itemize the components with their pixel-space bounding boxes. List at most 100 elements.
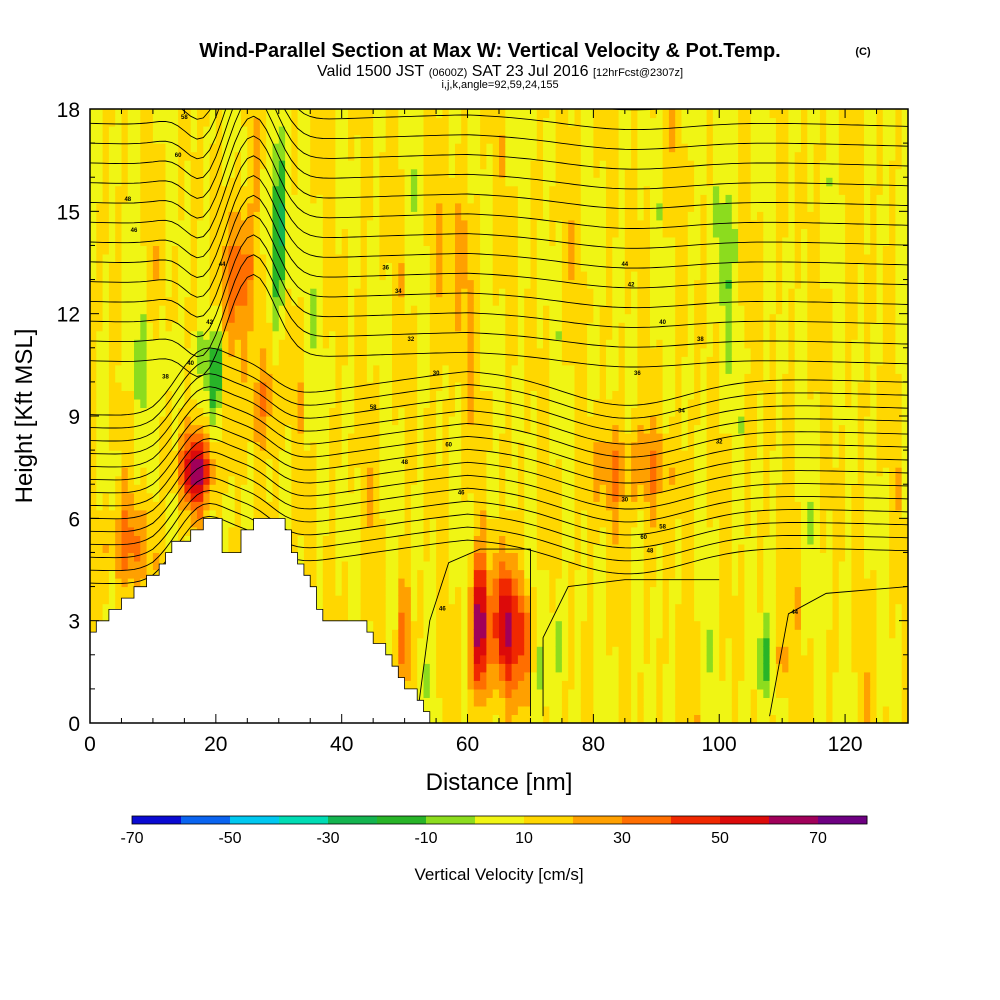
field-cell [266,509,274,519]
field-cell [492,424,500,434]
field-cell [297,271,305,281]
field-cell [297,219,305,229]
field-cell [297,296,305,306]
field-cell [197,407,204,417]
field-cell [121,202,129,212]
field-cell [322,330,330,340]
field-cell [310,236,318,246]
field-cell [335,168,343,178]
field-cell [303,160,311,170]
field-cell [341,433,349,443]
field-cell [505,697,513,707]
field-cell [278,373,286,383]
field-cell [417,245,425,255]
field-cell [354,424,362,434]
field-cell [190,433,198,443]
field-cell [373,484,381,494]
field-cell [442,578,450,588]
field-cell [190,390,198,400]
field-cell [392,646,399,656]
field-cell [253,271,261,281]
field-cell [398,219,406,229]
field-cell [335,296,343,306]
field-cell [517,390,525,400]
field-cell [461,475,469,485]
field-cell [234,168,242,178]
field-cell [241,305,248,315]
field-cell [517,561,525,571]
field-cell [505,211,513,221]
field-cell [423,347,431,357]
field-cell [184,219,192,229]
field-cell [159,151,167,161]
field-cell [524,671,532,681]
field-cell [310,364,318,374]
field-cell [473,194,481,204]
field-cell [455,688,462,698]
field-cell [115,603,123,613]
field-cell [429,134,437,144]
field-cell [417,595,425,605]
field-cell [517,509,525,519]
field-cell [197,134,204,144]
field-cell [259,236,267,246]
field-cell [455,126,462,136]
field-cell [102,416,110,426]
field-cell [285,450,292,460]
field-cell [480,552,487,562]
field-cell [486,228,494,238]
field-cell [354,262,362,272]
field-cell [329,296,336,306]
field-cell [473,595,481,605]
velocity-field [90,109,908,723]
field-cell [253,424,261,434]
field-cell [517,416,525,426]
field-cell [429,185,437,195]
field-cell [492,398,500,408]
field-cell [423,339,431,349]
field-cell [108,561,116,571]
field-cell [366,492,374,502]
field-cell [423,330,431,340]
field-cell [410,484,418,494]
field-cell [480,671,487,681]
field-cell [259,296,267,306]
field-cell [108,330,116,340]
field-cell [442,364,450,374]
field-cell [228,109,236,119]
field-cell [247,177,255,187]
field-cell [316,143,324,153]
field-cell [480,364,487,374]
field-cell [96,228,104,238]
field-cell [90,262,97,272]
field-cell [517,578,525,588]
field-cell [165,288,173,298]
field-cell [423,586,431,596]
field-cell [102,586,110,596]
field-cell [159,424,167,434]
field-cell [247,424,255,434]
field-cell [259,177,267,187]
field-cell [266,288,274,298]
field-cell [203,398,211,408]
field-cell [96,177,104,187]
field-cell [322,211,330,221]
field-cell [316,578,324,588]
field-cell [184,160,192,170]
field-cell [303,450,311,460]
field-cell [335,433,343,443]
field-cell [96,612,104,622]
field-cell [499,595,506,605]
field-cell [499,475,506,485]
field-cell [102,185,110,195]
field-cell [480,526,487,536]
field-cell [473,109,481,119]
field-cell [108,586,116,596]
field-cell [473,475,481,485]
field-cell [448,356,456,366]
field-cell [348,262,355,272]
field-cell [385,168,393,178]
field-cell [492,109,500,119]
field-cell [436,458,443,468]
field-cell [442,279,450,289]
